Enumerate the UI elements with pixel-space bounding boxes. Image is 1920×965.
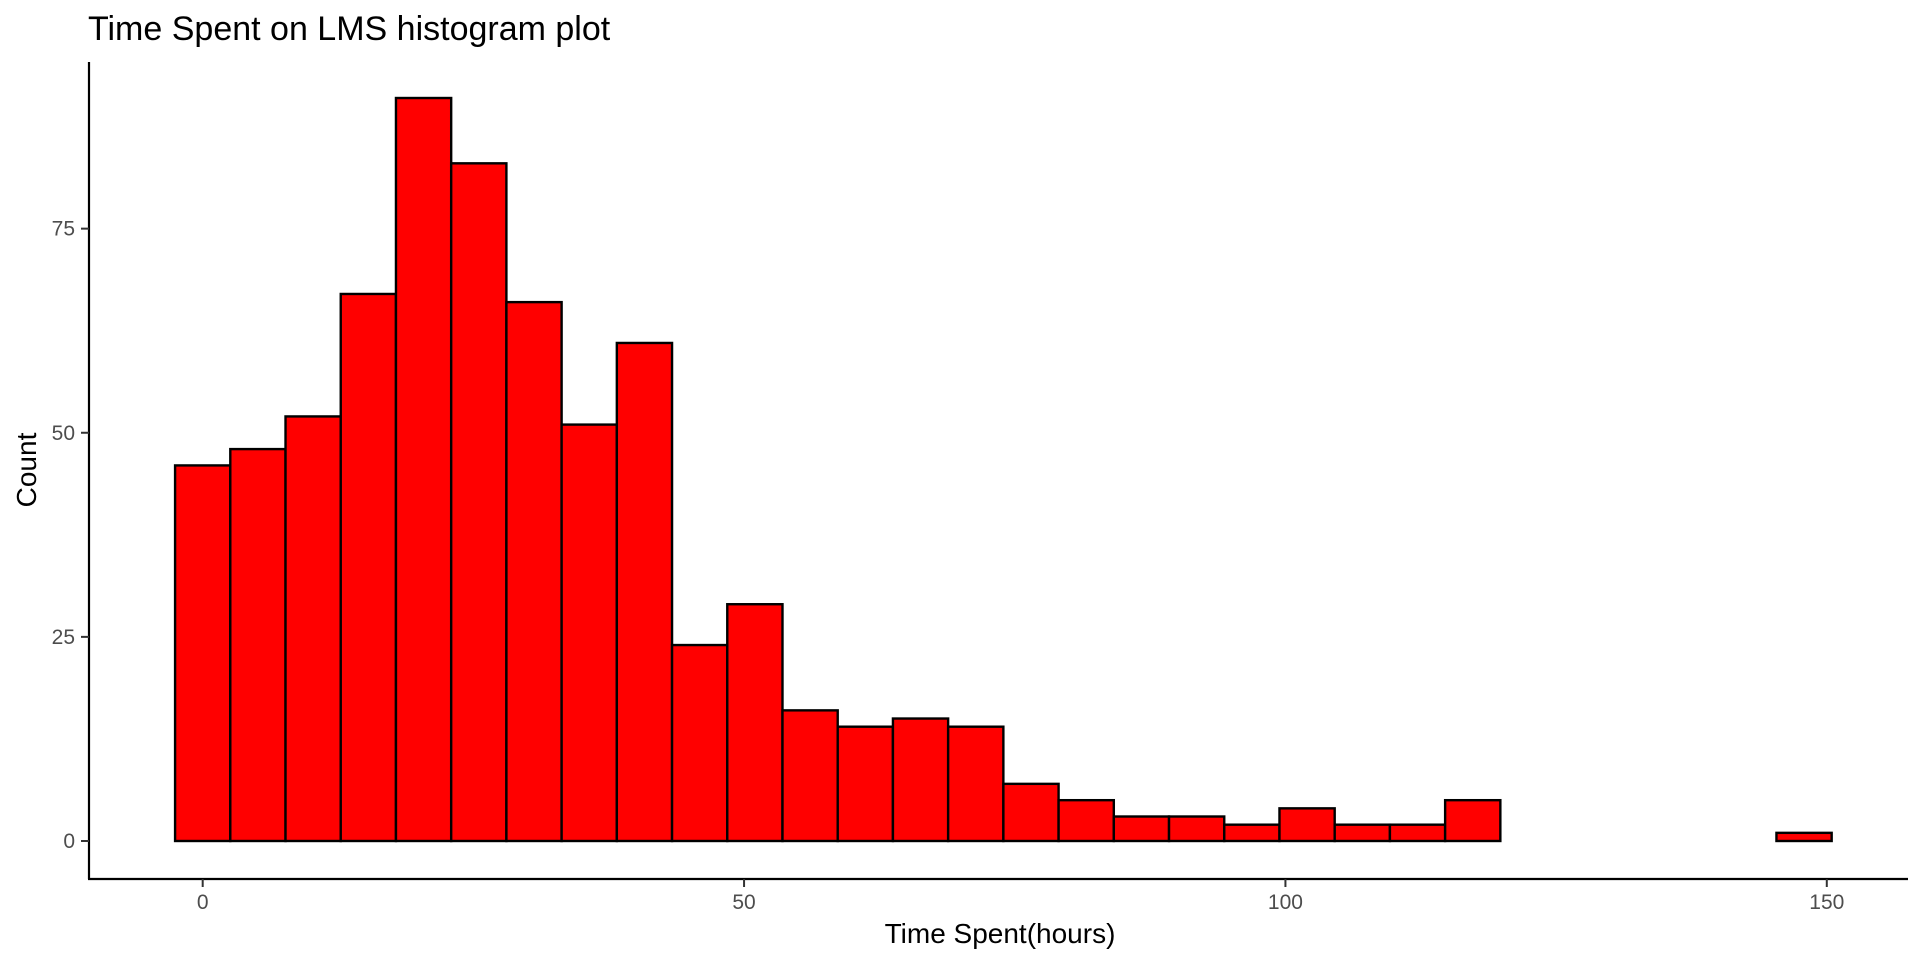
histogram-bar-17 — [1112, 815, 1171, 843]
histogram-bar-21 — [1333, 823, 1392, 843]
histogram-bar-23 — [1443, 798, 1502, 843]
bars-layer — [173, 96, 1833, 843]
histogram-bar-20 — [1278, 807, 1336, 843]
histogram-bar-14 — [946, 725, 1005, 843]
chart-title: Time Spent on LMS histogram plot — [88, 10, 611, 48]
histogram-bar-4 — [394, 96, 453, 843]
histogram-bar-12 — [836, 725, 895, 843]
histogram-bar-11 — [781, 709, 839, 843]
histogram-bar-8 — [615, 341, 674, 843]
x-ticks-layer: 0 50 100 150 — [197, 879, 1844, 914]
histogram-bar-18 — [1167, 815, 1226, 843]
histogram-bar-3 — [339, 292, 398, 843]
y-tick-label-0: 0 — [63, 830, 75, 853]
histogram-bar-13 — [891, 717, 950, 843]
histogram-bar-15 — [1002, 782, 1060, 843]
histogram-bar-10 — [726, 603, 784, 843]
y-ticks-layer: 0 25 50 75 — [52, 218, 89, 853]
y-axis-label: Count — [11, 432, 42, 507]
histogram-bar-1 — [229, 447, 287, 843]
histogram-bar-16 — [1057, 798, 1116, 843]
y-tick-label-50: 50 — [52, 422, 75, 445]
histogram-bar-9 — [670, 643, 729, 843]
x-tick-label-100: 100 — [1268, 891, 1303, 914]
histogram-bar-19 — [1223, 823, 1281, 843]
x-tick-label-50: 50 — [732, 891, 755, 914]
x-axis-label: Time Spent(hours) — [885, 918, 1116, 949]
histogram-bar-22 — [1388, 823, 1447, 843]
histogram-bar-6 — [505, 300, 563, 843]
histogram-bar-0 — [173, 464, 232, 843]
x-tick-label-0: 0 — [197, 891, 209, 914]
y-tick-label-75: 75 — [52, 218, 75, 241]
histogram-bar-29 — [1775, 831, 1833, 843]
histogram-bar-7 — [560, 423, 619, 843]
histogram-bar-2 — [284, 415, 342, 843]
histogram-bar-5 — [449, 162, 508, 843]
y-tick-label-25: 25 — [52, 626, 75, 649]
x-tick-label-150: 150 — [1809, 891, 1844, 914]
